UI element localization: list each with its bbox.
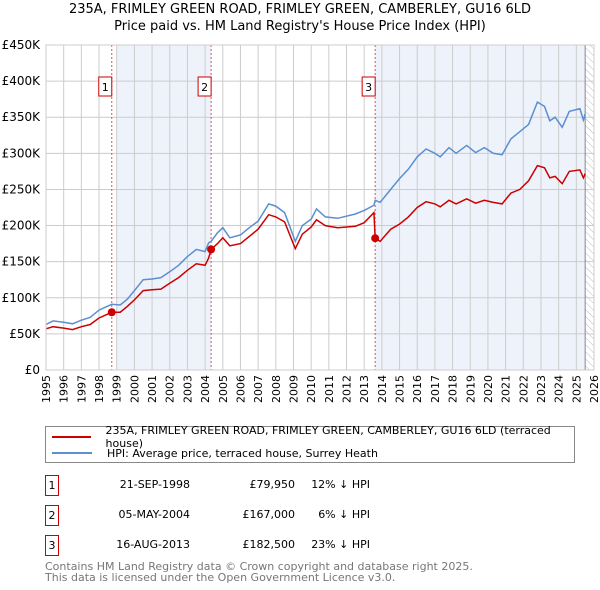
legend-item-hpi: HPI: Average price, terraced house, Surr… [46,445,378,461]
y-tick-label: £350K [2,110,42,124]
legend: 235A, FRIMLEY GREEN ROAD, FRIMLEY GREEN,… [45,424,575,463]
x-tick-label: 2010 [305,375,318,403]
sale-label-box [361,76,376,97]
x-tick-label: 2013 [358,375,371,403]
y-tick-label: £300K [2,146,42,160]
x-tick-label: 2009 [287,375,300,403]
x-tick-label: 2002 [164,375,177,403]
transaction-date: 16-AUG-2013 [116,538,190,551]
x-tick-label: 2024 [553,375,566,403]
sale-label: 3 [365,81,372,94]
red-line-swatch [52,436,91,438]
hpi-line [45,100,586,326]
chart-title: 235A, FRIMLEY GREEN ROAD, FRIMLEY GREEN,… [68,2,532,17]
transaction-hpi: 23% ↓ HPI [311,538,370,551]
x-tick-label: 2005 [217,375,230,403]
transaction-number: 1 [45,475,59,496]
x-tick-label: 2008 [270,375,283,403]
footer-licence: This data is licensed under the Open Gov… [45,571,396,584]
sale-label-box [197,76,212,97]
x-tick-label: 2023 [535,375,548,403]
transaction-date: 05-MAY-2004 [118,508,190,521]
x-tick-label: 1995 [40,375,53,403]
y-tick-label: £250K [2,182,42,196]
shaded-range [116,45,212,370]
x-tick-label: 2003 [181,375,194,403]
x-tick-label: 2016 [411,375,424,403]
x-tick-label: 2015 [394,375,407,403]
y-tick-label: £0 [25,363,40,377]
x-tick-label: 1999 [111,375,124,403]
sale-point [107,308,116,317]
y-tick-label: £50K [9,327,41,341]
y-tick-label: £450K [2,38,42,52]
x-tick-label: 2025 [570,375,583,403]
x-tick-label: 2014 [376,375,389,403]
forecast-hatch [585,45,594,370]
x-tick-label: 1998 [93,375,106,403]
x-tick-label: 2006 [234,375,247,403]
footer-copyright: Contains HM Land Registry data © Crown c… [45,560,473,573]
y-tick-label: £200K [2,219,42,233]
blue-line-swatch [52,452,92,454]
legend-label-hpi: HPI: Average price, terraced house, Surr… [107,446,378,460]
x-tick-label: 2026 [588,375,600,403]
x-tick-label: 2001 [146,375,159,403]
x-tick-label: 2007 [252,375,265,403]
x-tick-label: 2011 [323,375,336,403]
x-tick-label: 2019 [464,375,477,403]
x-tick-label: 2020 [482,375,495,403]
x-tick-label: 2017 [429,375,442,403]
transaction-price: £182,500 [242,538,296,551]
legend-label-property: 235A, FRIMLEY GREEN ROAD, FRIMLEY GREEN,… [105,424,551,450]
plot-frame [45,44,595,371]
transaction-hpi: 6% ↓ HPI [318,508,370,521]
sale-label: 2 [201,81,208,94]
x-tick-label: 1996 [58,375,71,403]
x-tick-label: 2012 [341,375,354,403]
sale-label-box [98,76,113,97]
x-tick-label: 2004 [199,375,212,403]
transaction-date: 21-SEP-1998 [119,478,190,491]
transaction-number: 3 [45,535,59,556]
x-tick-label: 1997 [75,375,88,403]
chart-subtitle: Price paid vs. HM Land Registry's House … [114,19,486,34]
y-tick-label: £100K [2,291,42,305]
price-chart: 1995 1996 1997 1998 1999 2000 2001 2002 2003 2004… [2,38,600,403]
transaction-price: £79,950 [249,478,296,491]
x-tick-label: 2000 [128,375,141,403]
x-tick-label: 2022 [517,375,530,403]
y-tick-label: £150K [2,255,42,269]
property-price-line [45,164,586,331]
sale-point [207,245,216,254]
y-tick-label: £400K [2,74,42,88]
sale-label: 1 [102,81,109,94]
shaded-range [375,45,586,370]
transaction-number: 2 [45,505,59,526]
legend-item-property: 235A, FRIMLEY GREEN ROAD, FRIMLEY GREEN,… [46,424,574,450]
transaction-price: £167,000 [242,508,296,521]
transaction-hpi: 12% ↓ HPI [311,478,370,491]
x-tick-label: 2018 [447,375,460,403]
sale-point [371,234,380,243]
x-tick-label: 2021 [500,375,513,403]
